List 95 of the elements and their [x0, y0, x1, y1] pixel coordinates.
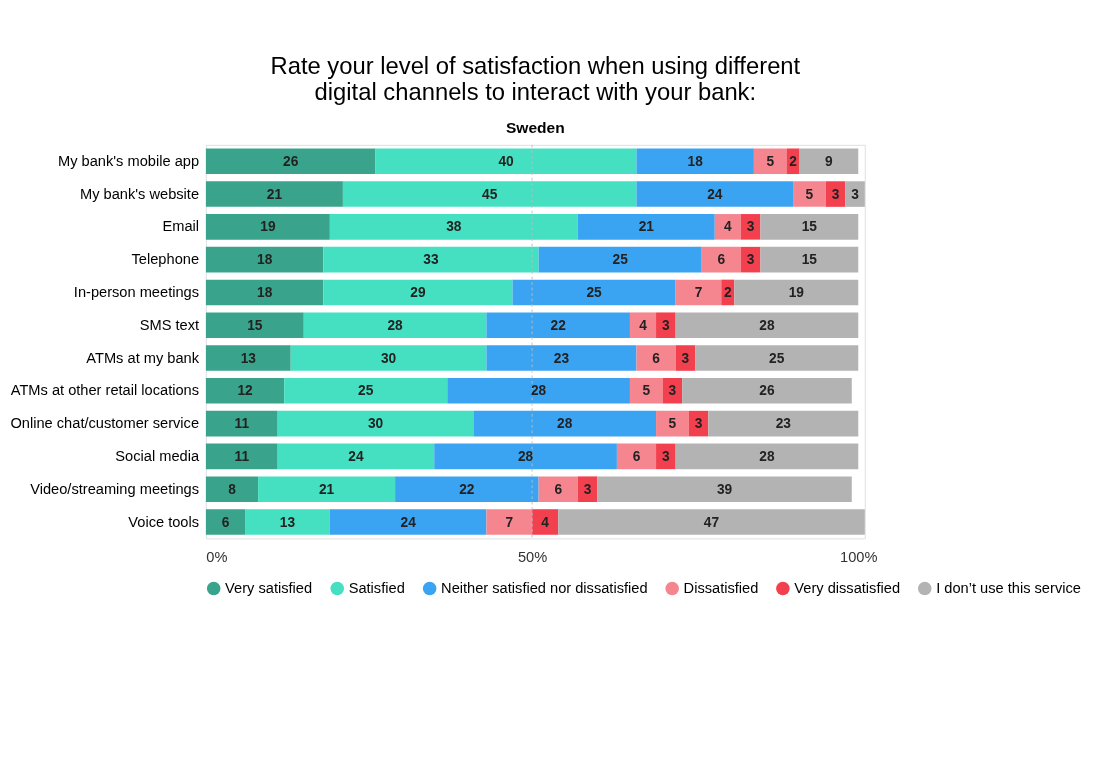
data-label: 21 — [638, 219, 655, 235]
data-label: 6 — [554, 481, 563, 497]
data-label: 33 — [423, 252, 439, 268]
y-tick-label: In-person meetings — [73, 284, 200, 301]
data-label: 24 — [707, 186, 723, 202]
data-label: 28 — [759, 448, 775, 464]
x-tick-label: 100% — [840, 548, 878, 565]
data-label: 30 — [380, 350, 397, 366]
data-label: 3 — [831, 186, 840, 202]
data-label: 23 — [553, 350, 570, 366]
data-label: 3 — [681, 350, 690, 366]
data-label: 13 — [279, 514, 296, 530]
data-label: 15 — [801, 219, 818, 235]
y-tick-label: ATMs at other retail locations — [10, 382, 200, 399]
data-label: 4 — [639, 317, 648, 333]
legend-label: Very satisfied — [225, 580, 313, 597]
data-label: 24 — [400, 514, 417, 530]
data-label: 25 — [612, 252, 629, 268]
data-label: 21 — [266, 186, 283, 202]
data-label: 15 — [247, 317, 263, 333]
data-label: 3 — [746, 252, 755, 268]
data-label: 23 — [775, 416, 792, 432]
data-label: 40 — [498, 153, 514, 169]
legend-label: I don’t use this service — [936, 580, 1081, 597]
legend-label: Neither satisfied nor dissatisfied — [441, 580, 648, 597]
data-label: 26 — [759, 383, 775, 399]
legend-label: Very dissatisfied — [794, 580, 901, 597]
data-label: 5 — [805, 186, 814, 202]
data-label: 4 — [541, 514, 550, 530]
data-label: 25 — [769, 350, 785, 366]
data-label: 12 — [237, 383, 254, 399]
data-label: 22 — [459, 481, 475, 497]
data-label: 2 — [789, 153, 798, 169]
legend-label: Satisfied — [348, 580, 405, 597]
y-tick-label: ATMs at my bank — [86, 349, 200, 366]
data-label: 28 — [557, 416, 573, 432]
data-label: 22 — [550, 317, 567, 333]
data-label: 30 — [367, 416, 384, 432]
data-label: 28 — [759, 317, 775, 333]
data-label: 28 — [387, 317, 404, 333]
data-label: 4 — [723, 219, 732, 235]
data-label: 19 — [788, 285, 805, 301]
chart-title: Rate your level of satisfaction when using different digital channels to interact with your bank: — [270, 51, 801, 105]
data-label: 5 — [642, 383, 651, 399]
data-label: 19 — [260, 219, 276, 235]
data-label: 11 — [234, 416, 250, 432]
data-label: 6 — [632, 448, 641, 464]
y-tick-label: Online chat/customer service — [10, 415, 200, 432]
y-tick-label: Video/streaming meetings — [30, 480, 200, 497]
data-label: 18 — [256, 285, 273, 301]
data-label: 5 — [766, 153, 775, 169]
data-label: 3 — [662, 317, 671, 333]
data-label: 6 — [652, 350, 661, 366]
data-label: 11 — [234, 448, 250, 464]
data-label: 21 — [318, 481, 335, 497]
y-tick-label: Telephone — [131, 251, 200, 268]
data-label: 7 — [694, 285, 703, 301]
data-label: 26 — [283, 153, 299, 169]
y-tick-label: SMS text — [139, 316, 200, 333]
data-label: 3 — [668, 383, 677, 399]
data-label: 3 — [746, 219, 755, 235]
chart-subtitle: Sweden — [505, 118, 565, 136]
data-label: 2 — [723, 285, 732, 301]
data-label: 3 — [694, 416, 703, 432]
x-tick-label: 0% — [206, 548, 228, 565]
data-label: 29 — [410, 285, 426, 301]
data-label: 47 — [703, 514, 720, 530]
data-label: 28 — [517, 448, 534, 464]
data-label: 24 — [348, 448, 364, 464]
data-label: 38 — [446, 219, 462, 235]
data-label: 13 — [240, 350, 257, 366]
data-label: 45 — [482, 186, 498, 202]
y-tick-label: Voice tools — [128, 513, 200, 530]
x-tick-label: 50% — [517, 548, 548, 565]
data-label: 6 — [221, 514, 230, 530]
data-label: 5 — [668, 416, 677, 432]
data-label: 25 — [586, 285, 603, 301]
data-label: 18 — [256, 252, 273, 268]
legend-label: Dissatisfied — [683, 580, 759, 597]
data-label: 3 — [583, 481, 592, 497]
data-label: 28 — [530, 383, 547, 399]
data-label: 3 — [662, 448, 671, 464]
data-label: 25 — [358, 383, 374, 399]
data-label: 6 — [717, 252, 726, 268]
data-label: 39 — [716, 481, 733, 497]
data-label: 15 — [801, 252, 818, 268]
data-label: 7 — [505, 514, 514, 530]
data-label: 9 — [825, 153, 834, 169]
y-tick-label: Social media — [115, 447, 200, 464]
y-tick-label: My bank's website — [80, 185, 200, 202]
data-label: 8 — [228, 481, 237, 497]
y-tick-label: My bank's mobile app — [58, 152, 200, 169]
data-label: 3 — [851, 186, 860, 202]
data-label: 18 — [687, 153, 704, 169]
y-tick-label: Email — [162, 218, 200, 235]
